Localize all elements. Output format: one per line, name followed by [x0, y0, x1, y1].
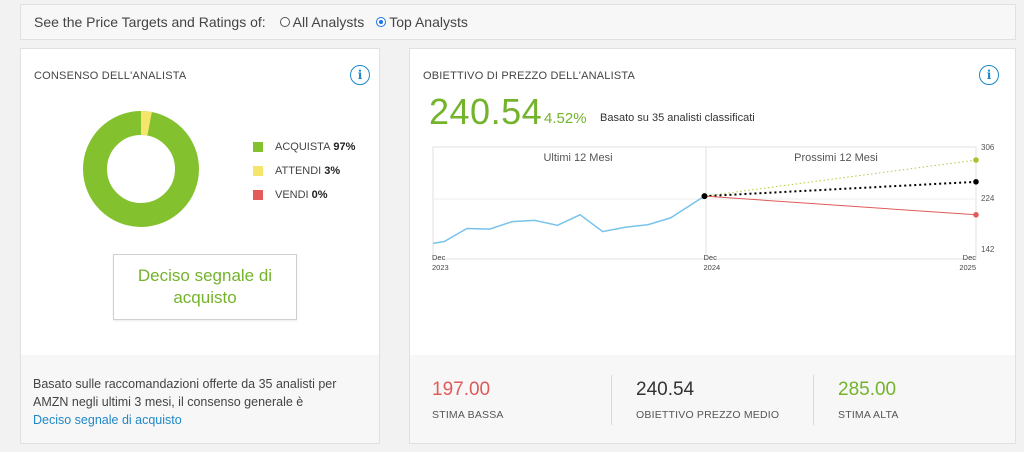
stat-separator — [611, 375, 612, 425]
consensus-signal-box: Deciso segnale di acquisto — [113, 254, 297, 320]
stat-high-value: 285.00 — [838, 379, 897, 400]
x-tick-year: 2024 — [704, 263, 721, 272]
consensus-footer-link[interactable]: Deciso segnale di acquisto — [33, 413, 182, 427]
forecast-point-high — [973, 157, 979, 163]
stat-average: 240.54 OBIETTIVO PREZZO MEDIO — [636, 379, 779, 421]
consensus-footer-text: Basato sulle raccomandazioni offerte da … — [33, 377, 337, 409]
radio-top-analysts-label[interactable]: Top Analysts — [389, 14, 468, 30]
legend-item-sell: VENDI 0% — [253, 189, 355, 201]
stat-low-caption: STIMA BASSA — [432, 409, 504, 421]
legend-pct-sell: 0% — [311, 189, 328, 201]
forecast-line-average — [704, 180, 977, 198]
consensus-title: CONSENSO DELL'ANALISTA — [34, 70, 187, 82]
analyst-filter-bar: See the Price Targets and Ratings of: Al… — [20, 4, 1016, 40]
consensus-donut-chart — [83, 111, 199, 227]
forecast-point-average — [973, 179, 979, 185]
consensus-signal-text: Deciso segnale di acquisto — [137, 266, 273, 307]
x-tick-year: 2023 — [432, 263, 449, 272]
stat-low-value: 197.00 — [432, 379, 491, 400]
y-tick-label: 224 — [981, 194, 995, 203]
x-tick-month: Dec — [432, 253, 446, 262]
history-price-line — [432, 195, 705, 245]
chart-period-next: Prossimi 12 Mesi — [794, 152, 878, 164]
y-tick-label: 306 — [981, 143, 995, 152]
stat-average-value: 240.54 — [636, 379, 695, 400]
price-target-panel: OBIETTIVO DI PREZZO DELL'ANALISTA i 240.… — [409, 48, 1016, 444]
price-target-title: OBIETTIVO DI PREZZO DELL'ANALISTA — [423, 70, 636, 82]
analyst-consensus-panel: CONSENSO DELL'ANALISTA i ACQUISTA 97% AT… — [20, 48, 380, 444]
chart-period-past: Ultimi 12 Mesi — [543, 152, 612, 164]
radio-top-analysts-indicator[interactable] — [376, 17, 387, 27]
stat-high-caption: STIMA ALTA — [838, 409, 899, 421]
legend-swatch-buy — [253, 142, 263, 152]
x-tick-month: Dec — [704, 253, 718, 262]
consensus-legend: ACQUISTA 97% ATTENDI 3% VENDI 0% — [253, 141, 355, 213]
chart-frame — [432, 146, 977, 260]
info-icon[interactable]: i — [350, 65, 370, 85]
legend-swatch-sell — [253, 190, 263, 200]
stat-separator — [813, 375, 814, 425]
legend-label-sell: VENDI — [275, 189, 309, 201]
radio-top-analysts[interactable]: Top Analysts — [376, 14, 468, 30]
radio-all-analysts[interactable]: All Analysts — [279, 14, 365, 30]
forecast-line-low — [704, 195, 977, 216]
forecast-line-high — [704, 159, 977, 197]
average-price-target: 240.54 — [429, 91, 543, 132]
filter-label: See the Price Targets and Ratings of: — [34, 14, 266, 30]
analysts-count-text: Basato su 35 analisti classificati — [600, 112, 755, 124]
x-tick-year: 2025 — [959, 263, 976, 272]
consensus-footer: Basato sulle raccomandazioni offerte da … — [21, 355, 379, 443]
legend-item-buy: ACQUISTA 97% — [253, 141, 355, 153]
stat-low: 197.00 STIMA BASSA — [432, 379, 504, 421]
donut-slice-hold — [83, 111, 199, 227]
legend-label-buy: ACQUISTA — [275, 141, 331, 153]
x-tick-month: Dec — [963, 253, 977, 262]
info-icon[interactable]: i — [979, 65, 999, 85]
price-target-chart: Ultimi 12 Mesi Prossimi 12 Mesi 306 224 14… — [432, 143, 995, 272]
y-tick-label: 142 — [981, 245, 995, 254]
price-target-stats: 197.00 STIMA BASSA 240.54 OBIETTIVO PREZ… — [410, 355, 1015, 443]
stat-high: 285.00 STIMA ALTA — [838, 379, 899, 421]
stat-average-caption: OBIETTIVO PREZZO MEDIO — [636, 409, 780, 421]
forecast-point-low — [973, 211, 979, 218]
legend-pct-buy: 97% — [333, 141, 356, 153]
radio-all-analysts-label[interactable]: All Analysts — [292, 14, 365, 30]
legend-label-hold: ATTENDI — [275, 165, 322, 177]
donut-slice-buy — [83, 111, 199, 227]
legend-pct-hold: 3% — [324, 165, 341, 177]
current-price-point — [701, 193, 708, 200]
price-target-change: 4.52% — [544, 110, 587, 127]
legend-swatch-hold — [253, 166, 263, 176]
radio-all-analysts-indicator[interactable] — [279, 17, 290, 27]
legend-item-hold: ATTENDI 3% — [253, 165, 355, 177]
